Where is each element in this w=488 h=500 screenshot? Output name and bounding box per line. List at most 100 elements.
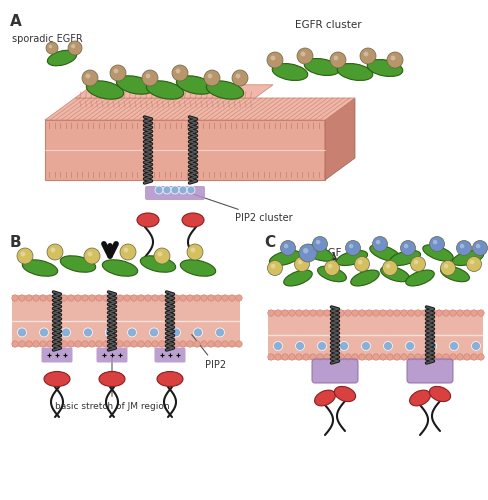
Ellipse shape (44, 372, 70, 386)
Circle shape (120, 244, 136, 260)
Circle shape (68, 295, 74, 301)
Circle shape (71, 44, 75, 48)
Circle shape (296, 48, 312, 64)
Circle shape (442, 310, 448, 316)
Circle shape (421, 354, 427, 360)
Circle shape (270, 56, 275, 60)
Circle shape (358, 310, 365, 316)
Circle shape (46, 42, 58, 54)
Circle shape (400, 354, 407, 360)
Circle shape (295, 342, 304, 350)
Circle shape (214, 341, 221, 347)
Circle shape (393, 354, 399, 360)
Circle shape (303, 248, 308, 254)
Circle shape (113, 68, 118, 73)
Ellipse shape (317, 266, 346, 281)
Circle shape (354, 256, 369, 272)
Circle shape (456, 240, 470, 256)
Circle shape (19, 341, 25, 347)
Circle shape (459, 244, 464, 248)
Circle shape (449, 354, 455, 360)
Circle shape (344, 310, 350, 316)
Circle shape (316, 354, 323, 360)
Circle shape (288, 354, 295, 360)
Ellipse shape (366, 60, 402, 76)
Circle shape (89, 341, 95, 347)
Circle shape (231, 70, 247, 86)
Circle shape (372, 236, 386, 252)
Circle shape (81, 341, 88, 347)
Circle shape (155, 186, 163, 194)
Circle shape (266, 52, 283, 68)
Circle shape (361, 342, 370, 350)
Circle shape (337, 310, 344, 316)
Circle shape (298, 244, 316, 262)
Circle shape (316, 310, 323, 316)
Circle shape (432, 240, 436, 244)
Circle shape (49, 44, 52, 48)
Circle shape (383, 342, 392, 350)
Circle shape (274, 354, 281, 360)
Polygon shape (45, 98, 354, 120)
Circle shape (470, 342, 480, 350)
Ellipse shape (22, 260, 58, 276)
Circle shape (407, 354, 413, 360)
Circle shape (102, 295, 109, 301)
Circle shape (12, 341, 18, 347)
Circle shape (440, 260, 454, 276)
Circle shape (267, 310, 274, 316)
Ellipse shape (176, 76, 213, 94)
Circle shape (323, 310, 329, 316)
Circle shape (284, 244, 288, 248)
Ellipse shape (314, 390, 335, 406)
Circle shape (222, 295, 228, 301)
Circle shape (89, 295, 95, 301)
Circle shape (201, 341, 207, 347)
Circle shape (33, 341, 39, 347)
Bar (45, 120, 325, 180)
Ellipse shape (182, 213, 203, 227)
Circle shape (123, 248, 128, 252)
Ellipse shape (116, 76, 153, 94)
Ellipse shape (206, 81, 243, 99)
Circle shape (443, 264, 447, 268)
Circle shape (375, 240, 380, 244)
Circle shape (302, 354, 308, 360)
Circle shape (207, 341, 214, 347)
Circle shape (61, 295, 67, 301)
Circle shape (149, 328, 158, 337)
Circle shape (207, 74, 212, 78)
Circle shape (110, 341, 116, 347)
Circle shape (393, 310, 399, 316)
Circle shape (235, 295, 242, 301)
Circle shape (435, 354, 441, 360)
Circle shape (142, 70, 158, 86)
Circle shape (470, 310, 476, 316)
Bar (12, 295, 240, 347)
Circle shape (379, 310, 386, 316)
Circle shape (267, 260, 282, 276)
Circle shape (26, 295, 32, 301)
Circle shape (215, 328, 224, 337)
Ellipse shape (336, 250, 367, 266)
Circle shape (327, 264, 332, 268)
Circle shape (407, 310, 413, 316)
Ellipse shape (47, 50, 77, 66)
Circle shape (427, 342, 436, 350)
Circle shape (201, 295, 207, 301)
Circle shape (345, 240, 360, 256)
Ellipse shape (269, 250, 300, 266)
Circle shape (130, 341, 137, 347)
Circle shape (171, 328, 180, 337)
Circle shape (294, 256, 309, 272)
Circle shape (154, 248, 170, 264)
Ellipse shape (422, 245, 452, 261)
Circle shape (471, 240, 487, 256)
Circle shape (324, 260, 339, 276)
Polygon shape (325, 98, 354, 180)
Circle shape (180, 295, 186, 301)
Circle shape (413, 260, 418, 264)
Circle shape (151, 341, 158, 347)
Circle shape (295, 354, 302, 360)
Bar (267, 310, 482, 360)
